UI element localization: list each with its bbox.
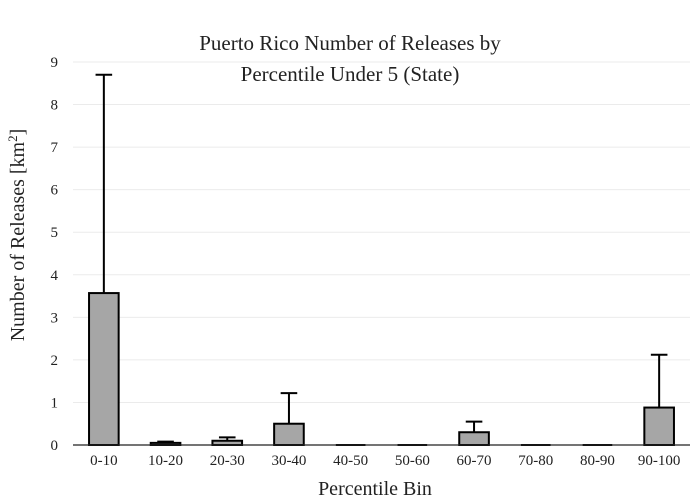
y-axis-label: Number of Releases [km2]: [5, 129, 30, 342]
y-axis-label-superscript: 2: [5, 135, 20, 142]
error-bar-0-10: [95, 73, 113, 294]
x-tick-label: 40-50: [333, 453, 368, 469]
bars: [88, 292, 675, 447]
x-axis-label: Percentile Bin: [318, 478, 432, 500]
x-tick-label: 70-80: [518, 453, 553, 469]
x-tick-label: 90-100: [638, 453, 681, 469]
y-tick-label: 3: [51, 310, 59, 326]
y-tick-label: 2: [51, 353, 59, 369]
x-tick-label: 0-10: [90, 453, 118, 469]
error-bars: [95, 73, 668, 443]
grid-lines: [73, 61, 690, 403]
error-bar-60-70: [465, 420, 483, 433]
chart-title-line-2: Percentile Under 5 (State): [241, 62, 460, 86]
error-bar-30-40: [280, 392, 298, 424]
x-tick-labels: 0-10 10-20 20-30 30-40 40-50 50-60 60-70 70-80 8…: [90, 453, 680, 469]
y-tick-labels: 0 1 2 3 4 5 6 7 8 9: [51, 55, 59, 454]
x-tick-label: 10-20: [148, 453, 183, 469]
bar-60-70: [458, 431, 490, 447]
error-bar-10-20: [157, 440, 174, 443]
y-tick-label: 0: [51, 438, 59, 454]
bar-20-30: [211, 439, 244, 447]
x-tick-label: 30-40: [271, 453, 306, 469]
y-axis-label-main: Number of Releases [km: [7, 141, 29, 341]
y-tick-label: 7: [51, 140, 59, 156]
x-tick-label: 60-70: [457, 453, 492, 469]
error-bar-20-30: [218, 436, 236, 441]
bar-0-10: [88, 292, 120, 446]
x-tick-label: 80-90: [580, 453, 615, 469]
x-tick-label: 50-60: [395, 453, 430, 469]
chart-title-line-1: Puerto Rico Number of Releases by: [199, 31, 501, 55]
bar-90-100: [643, 406, 675, 447]
y-tick-label: 6: [51, 183, 59, 199]
y-tick-label: 8: [51, 98, 59, 114]
x-tick-label: 20-30: [210, 453, 245, 469]
y-tick-label: 5: [51, 225, 59, 241]
y-axis-label-close: ]: [7, 129, 29, 136]
y-tick-label: 1: [51, 395, 59, 411]
y-tick-label: 9: [51, 55, 59, 71]
error-bar-90-100: [650, 353, 668, 408]
bar-30-40: [273, 422, 305, 447]
y-tick-label: 4: [51, 268, 59, 284]
